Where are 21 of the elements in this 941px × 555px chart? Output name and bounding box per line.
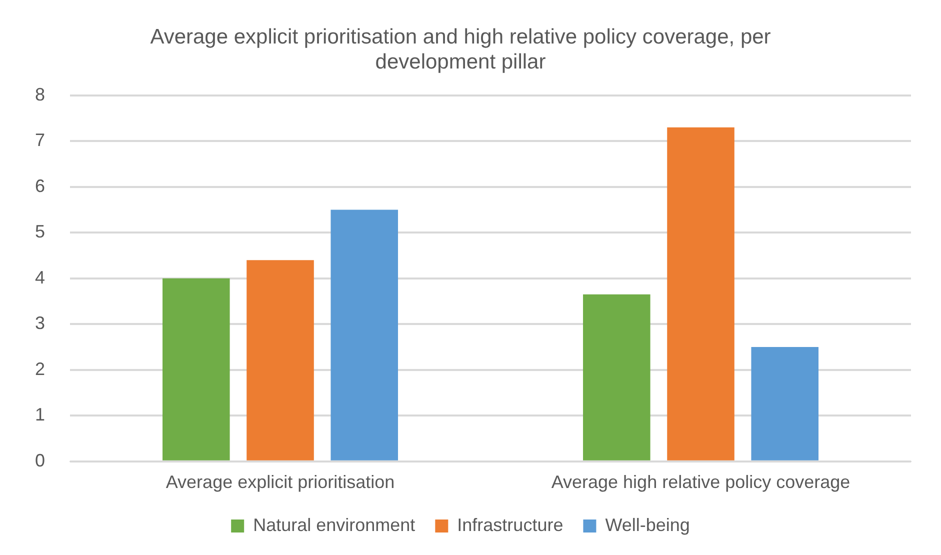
y-tick-label: 3 — [34, 313, 46, 334]
y-tick-label: 1 — [34, 404, 46, 425]
y-tick-label: 6 — [34, 176, 46, 196]
bar — [583, 294, 650, 460]
legend-label: Natural environment — [253, 514, 416, 535]
bar — [246, 260, 314, 460]
y-tick-label: 4 — [34, 267, 46, 288]
y-tick-label: 2 — [34, 358, 46, 379]
bar — [667, 127, 734, 460]
legend-label: Well-being — [605, 514, 690, 535]
legend-label: Infrastructure — [457, 514, 564, 535]
bar — [162, 278, 230, 460]
chart-title: Average explicit prioritisation and high relative policy coverage, per development pillar — [150, 25, 771, 74]
bar — [751, 347, 818, 460]
x-tick-label: Average explicit prioritisation — [166, 472, 395, 492]
y-tick-label: 0 — [34, 450, 46, 470]
y-tick-label: 8 — [34, 84, 46, 104]
bar — [330, 210, 398, 460]
y-tick-label: 5 — [34, 222, 46, 242]
x-tick-label: Average high relative policy coverage — [551, 472, 850, 492]
y-tick-label: 7 — [34, 130, 46, 150]
